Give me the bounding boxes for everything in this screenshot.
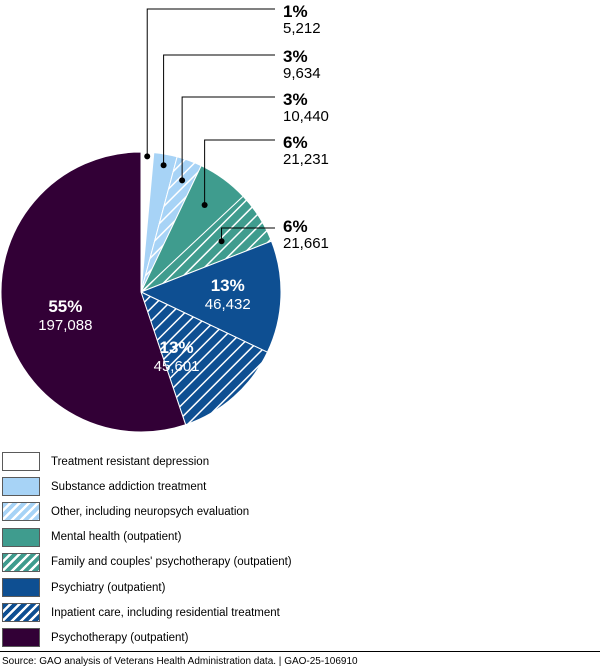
leader-line bbox=[163, 54, 275, 166]
slice-percent-label: 6% bbox=[283, 133, 308, 152]
slice-count-label: 10,440 bbox=[283, 108, 329, 125]
slice-count-label: 45,601 bbox=[154, 358, 200, 375]
legend-item-substance-addiction-treatment: Substance addiction treatment bbox=[2, 476, 206, 497]
slice-count-label: 5,212 bbox=[283, 20, 321, 37]
slice-percent-label: 13% bbox=[160, 338, 194, 357]
legend-label: Psychotherapy (outpatient) bbox=[51, 631, 189, 644]
legend-item-psychiatry-outpatient: Psychiatry (outpatient) bbox=[2, 577, 165, 598]
pie-slice-psychiatry-outpatient bbox=[139, 240, 282, 353]
slice-count-label: 21,231 bbox=[283, 151, 329, 168]
legend-item-family-and-couples-psychotherapy-outpatient: Family and couples' psychotherapy (outpa… bbox=[2, 552, 292, 573]
legend-label: Family and couples' psychotherapy (outpa… bbox=[51, 556, 292, 569]
legend-swatch bbox=[2, 477, 40, 497]
legend-label: Substance addiction treatment bbox=[51, 480, 207, 493]
slice-percent-label: 55% bbox=[48, 297, 82, 316]
legend-label: Treatment resistant depression bbox=[51, 455, 210, 468]
legend-label: Inpatient care, including residential tr… bbox=[51, 606, 280, 619]
legend-swatch bbox=[2, 578, 40, 597]
legend-swatch bbox=[2, 628, 40, 648]
slice-percent-label: 6% bbox=[283, 217, 308, 236]
slice-percent-label: 13% bbox=[211, 276, 245, 295]
pie-slice-psychotherapy-outpatient bbox=[0, 151, 187, 433]
leader-line bbox=[221, 227, 275, 242]
pie-slice-inpatient-care-including-residential-treatment bbox=[140, 291, 269, 426]
legend-item-inpatient-care-including-residential-treatment: Inpatient care, including residential tr… bbox=[2, 602, 280, 623]
slice-count-label: 9,634 bbox=[283, 65, 321, 82]
legend-label: Other, including neuropsych evaluation bbox=[51, 505, 250, 518]
legend-item-psychotherapy-outpatient: Psychotherapy (outpatient) bbox=[2, 627, 188, 648]
slice-percent-label: 3% bbox=[283, 90, 308, 109]
legend-item-other-including-neuropsych-evaluation: Other, including neuropsych evaluation bbox=[2, 501, 249, 522]
legend-label: Psychiatry (outpatient) bbox=[51, 581, 166, 594]
pie-chart: 1%5,2123%9,6343%10,4406%21,2316%21,66113… bbox=[0, 2, 329, 433]
legend-swatch bbox=[2, 603, 40, 623]
leader-line bbox=[181, 96, 275, 181]
legend-label: Mental health (outpatient) bbox=[51, 531, 182, 544]
source-divider bbox=[0, 651, 600, 652]
legend-swatch bbox=[2, 502, 40, 522]
legend-swatch bbox=[2, 552, 40, 572]
source-note: Source: GAO analysis of Veterans Health … bbox=[2, 656, 358, 667]
legend-item-treatment-resistant-depression: Treatment resistant depression bbox=[2, 451, 209, 472]
slice-percent-label: 1% bbox=[283, 2, 308, 21]
slice-count-label: 21,661 bbox=[283, 235, 329, 252]
leader-line bbox=[204, 139, 275, 205]
slice-percent-label: 3% bbox=[283, 47, 308, 66]
legend-item-mental-health-outpatient: Mental health (outpatient) bbox=[2, 527, 181, 548]
slice-count-label: 197,088 bbox=[38, 317, 92, 334]
leader-line bbox=[146, 8, 275, 157]
legend-swatch bbox=[2, 452, 40, 471]
slice-count-label: 46,432 bbox=[205, 296, 251, 313]
legend-swatch bbox=[2, 527, 40, 547]
